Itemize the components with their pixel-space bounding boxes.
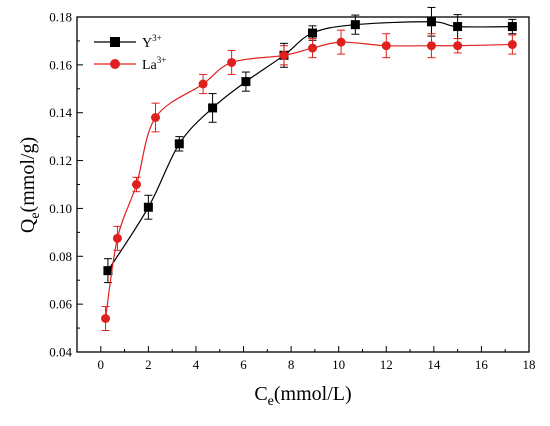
series-la-point	[426, 41, 436, 51]
series-y-point	[103, 266, 113, 276]
y-tick-label-6: 0.16	[49, 57, 72, 72]
legend-marker-y3	[110, 37, 120, 47]
series-y-point	[453, 22, 463, 32]
series-la-point	[151, 113, 161, 122]
y-tick-label-2: 0.08	[49, 249, 72, 264]
series-la	[101, 29, 517, 331]
x-tick-label-2: 2	[145, 357, 152, 372]
series-la-point	[101, 314, 111, 323]
x-tick-label-4: 4	[193, 357, 200, 372]
series-la-point	[308, 43, 318, 53]
axis-ticks: 0 2 4 6 8 10 12 14 16 18 0.04 0.06 0.08 0.10 0.12 0.14 0…	[49, 10, 535, 373]
series-la-point	[453, 41, 463, 51]
series-y-point	[208, 103, 218, 113]
series-la-point	[227, 57, 237, 67]
x-tick-label-6: 6	[240, 357, 247, 372]
legend: Y3+ La3+	[94, 33, 166, 73]
y-tick-label-4: 0.12	[49, 153, 72, 168]
y-axis-title: Qe(mmol/g)	[17, 137, 43, 233]
series-y-fit-curve	[107, 21, 513, 271]
y-tick-label-7: 0.18	[49, 10, 72, 25]
x-axis-title: Ce(mmol/L)	[254, 383, 351, 409]
x-tick-label-14: 14	[427, 357, 441, 372]
series-y-point	[241, 77, 251, 87]
y-tick-label-0: 0.04	[49, 345, 72, 360]
series-la-point	[381, 41, 391, 51]
x-tick-label-8: 8	[288, 357, 295, 372]
series-la-point	[131, 180, 141, 189]
y-tick-label-1: 0.06	[49, 297, 72, 312]
series-y-point	[350, 20, 360, 30]
legend-marker-la3	[110, 59, 120, 69]
series-y-point	[426, 17, 436, 27]
x-tick-label-0: 0	[98, 357, 105, 372]
x-tick-label-16: 16	[475, 357, 489, 372]
series-la-point	[336, 37, 346, 47]
x-tick-label-10: 10	[332, 357, 345, 372]
series-la-point	[112, 233, 122, 243]
x-tick-label-18: 18	[523, 357, 536, 372]
y-tick-label-3: 0.10	[49, 201, 72, 216]
series-y-point	[174, 139, 184, 149]
series-la-point	[198, 79, 208, 89]
series-la-point	[279, 50, 289, 60]
x-tick-label-12: 12	[380, 357, 393, 372]
series-y-point	[507, 22, 517, 32]
series-la-point	[507, 40, 517, 50]
y-tick-label-5: 0.14	[49, 105, 72, 120]
series-layer	[101, 6, 517, 331]
series-y-point	[308, 28, 318, 38]
series-la-fit-curve	[104, 41, 513, 319]
legend-label-y3: Y3+	[142, 33, 162, 51]
series-y-point	[143, 202, 153, 212]
legend-label-la3: La3+	[142, 55, 166, 73]
